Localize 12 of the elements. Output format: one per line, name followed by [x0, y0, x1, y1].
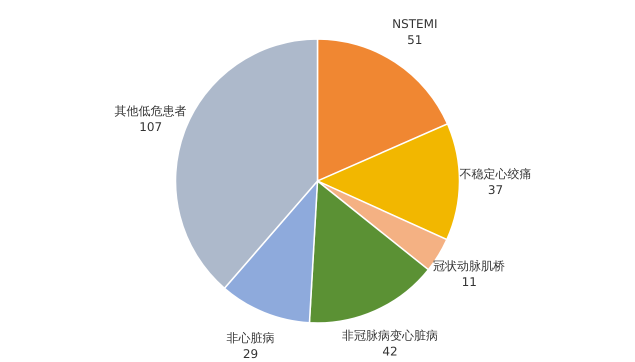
data-label: 107: [139, 120, 162, 134]
slice-label: 冠状动脉肌桥: [433, 259, 506, 274]
slice-label: NSTEMI: [392, 16, 438, 31]
slice-label: 非心脏病: [226, 330, 275, 345]
data-label: 37: [488, 183, 504, 198]
data-label: 11: [462, 275, 477, 290]
slice-label: 其他低危患者: [114, 104, 187, 118]
slice-label: 不稳定心绞痛: [459, 167, 532, 182]
data-label: 29: [242, 346, 258, 361]
data-label: 42: [382, 344, 398, 359]
slice-label: 非冠脉病变心脏病: [342, 328, 438, 343]
data-label: 51: [407, 32, 422, 47]
